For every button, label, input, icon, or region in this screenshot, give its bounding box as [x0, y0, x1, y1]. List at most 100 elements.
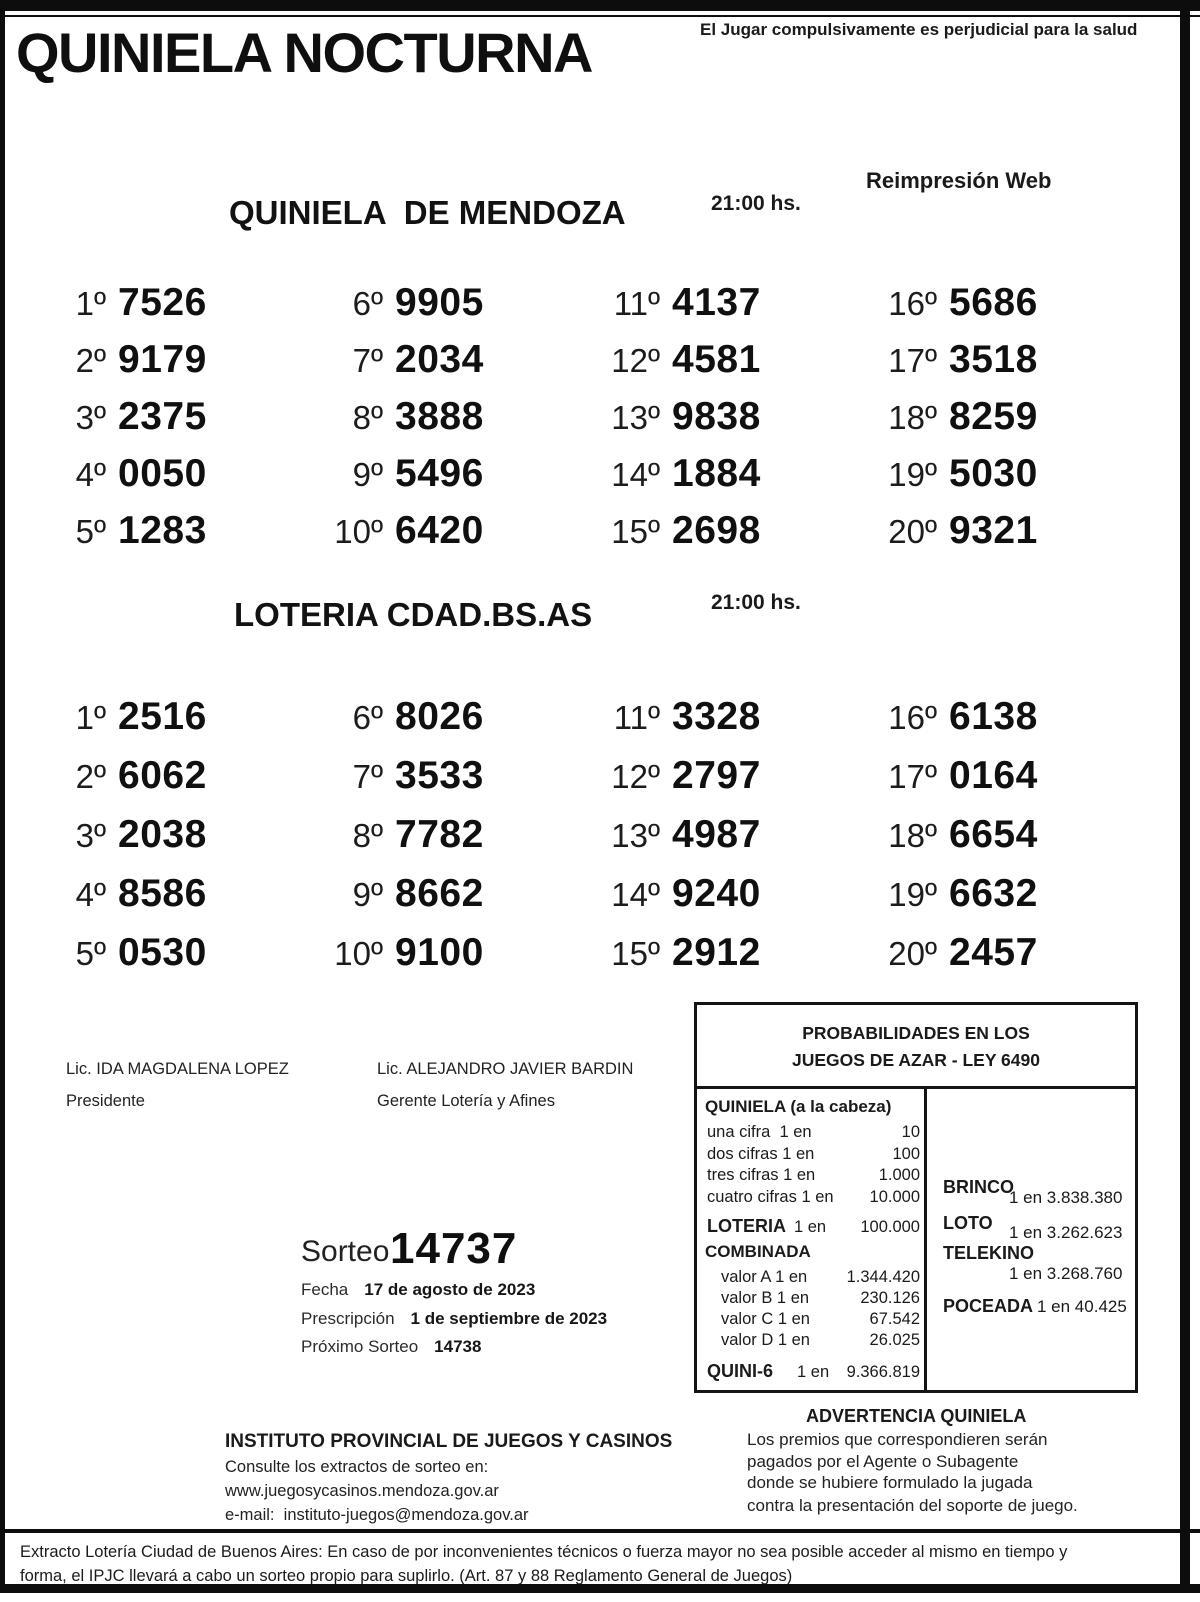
instituto-website: www.juegosycasinos.mendoza.gov.ar [225, 1482, 499, 1500]
probabilities-box: PROBABILIDADES EN LOS JUEGOS DE AZAR - L… [694, 1002, 1138, 1393]
result-cell: 7º 2034 [323, 338, 600, 395]
loteria-odds-mid: 1 en [794, 1218, 827, 1236]
game-odds: 1 en 3.838.380 [1009, 1188, 1123, 1207]
result-position: 11º [613, 699, 660, 736]
result-number: 5030 [949, 452, 1038, 495]
result-position: 18º [888, 817, 937, 854]
result-cell: 8º 3888 [323, 395, 600, 452]
result-position: 13º [611, 817, 660, 854]
result-number: 8026 [395, 695, 484, 738]
result-position: 16º [888, 699, 937, 736]
result-position: 2º [75, 342, 106, 379]
result-position: 18º [888, 399, 937, 436]
result-number: 7526 [118, 281, 207, 324]
result-position: 8º [352, 817, 383, 854]
result-number: 6632 [949, 872, 1038, 915]
mendoza-results-grid: 1º 7526 2º 9179 3º 2375 4º 0050 5º 1283 6º 990… [46, 281, 1154, 566]
result-position: 5º [75, 513, 106, 550]
prescripcion-label: Prescripción [301, 1309, 395, 1328]
official-name: Lic. IDA MAGDALENA LOPEZ [66, 1060, 289, 1078]
footer-extract-line1: Extracto Lotería Ciudad de Buenos Aires:… [20, 1543, 1068, 1561]
result-cell: 2º 6062 [46, 754, 323, 813]
fecha-value: 17 de agosto de 2023 [364, 1280, 536, 1299]
quini6-odds-value: 9.366.819 [846, 1363, 920, 1381]
result-cell: 9º 8662 [323, 872, 600, 931]
game-name: LOTO [943, 1213, 993, 1233]
game-odds: 1 en 40.425 [1037, 1297, 1127, 1316]
result-cell: 18º 8259 [877, 395, 1154, 452]
result-cell: 14º 9240 [600, 872, 877, 931]
quiniela-odds-header: QUINIELA (a la cabeza) [705, 1097, 892, 1116]
result-number: 0530 [118, 931, 207, 974]
odds-label: tres cifras 1 en [707, 1166, 816, 1184]
result-cell: 20º 2457 [877, 931, 1154, 990]
bottom-border-bar [0, 1584, 1200, 1593]
draw-label: Sorteo [301, 1235, 390, 1268]
game-odds: 1 en 3.268.760 [1009, 1264, 1123, 1283]
odds-label: valor A 1 en [721, 1268, 808, 1286]
result-position: 4º [75, 456, 106, 493]
combinada-odds-header: COMBINADA [705, 1242, 811, 1261]
result-cell: 6º 8026 [323, 695, 600, 754]
odds-value: 10.000 [869, 1188, 920, 1206]
result-number: 3888 [395, 395, 484, 438]
result-position: 19º [888, 876, 937, 913]
footer-divider-rule [0, 1529, 1200, 1533]
result-cell: 4º 8586 [46, 872, 323, 931]
result-number: 2038 [118, 813, 207, 856]
proximo-sorteo-label: Próximo Sorteo [301, 1337, 419, 1356]
result-position: 9º [352, 456, 383, 493]
loteria-odds-value: 100.000 [860, 1218, 920, 1236]
result-cell: 2º 9179 [46, 338, 323, 395]
result-position: 11º [613, 285, 660, 322]
result-position: 16º [888, 285, 937, 322]
result-number: 3533 [395, 754, 484, 797]
result-number: 2375 [118, 395, 207, 438]
result-position: 14º [611, 876, 660, 913]
result-position: 3º [75, 399, 106, 436]
advertencia-line: Los premios que correspondieren serán [747, 1430, 1048, 1449]
probabilities-title-line2: JUEGOS DE AZAR - LEY 6490 [792, 1050, 1040, 1070]
game-name: BRINCO [943, 1177, 1014, 1197]
result-number: 7782 [395, 813, 484, 856]
result-number: 6138 [949, 695, 1038, 738]
result-position: 15º [611, 935, 660, 972]
result-position: 5º [75, 935, 106, 972]
result-position: 13º [611, 399, 660, 436]
odds-value: 67.542 [869, 1310, 920, 1328]
health-warning-text: El Jugar compulsivamente es perjudicial … [700, 20, 1138, 39]
result-cell: 16º 5686 [877, 281, 1154, 338]
result-position: 2º [75, 758, 106, 795]
result-number: 3328 [672, 695, 761, 738]
bsas-results-grid: 1º 2516 2º 6062 3º 2038 4º 8586 5º 0530 6º 802… [46, 695, 1154, 990]
quini6-odds-name: QUINI-6 [707, 1361, 774, 1381]
left-border [0, 0, 5, 1593]
result-number: 9321 [949, 509, 1038, 552]
footer-extract-line2: forma, el IPJC llevará a cabo un sorteo … [20, 1567, 793, 1585]
result-cell: 6º 9905 [323, 281, 600, 338]
odds-label: valor C 1 en [721, 1310, 810, 1328]
result-cell: 17º 3518 [877, 338, 1154, 395]
official-role: Presidente [66, 1092, 145, 1110]
top-thin-rule [0, 15, 1200, 17]
result-cell: 12º 2797 [600, 754, 877, 813]
result-position: 14º [611, 456, 660, 493]
odds-label: cuatro cifras 1 en [707, 1188, 834, 1206]
odds-value: 1.344.420 [846, 1268, 920, 1286]
official-name: Lic. ALEJANDRO JAVIER BARDIN [377, 1060, 634, 1078]
result-number: 9240 [672, 872, 761, 915]
result-position: 4º [75, 876, 106, 913]
mendoza-draw-time: 21:00 hs. [711, 192, 801, 215]
result-cell: 11º 4137 [600, 281, 877, 338]
game-name: POCEADA [943, 1296, 1034, 1316]
result-cell: 19º 5030 [877, 452, 1154, 509]
result-position: 3º [75, 817, 106, 854]
prescripcion-value: 1 de septiembre de 2023 [410, 1309, 608, 1328]
result-cell: 20º 9321 [877, 509, 1154, 566]
page-title: QUINIELA NOCTURNA [16, 21, 593, 84]
quini6-odds-mid: 1 en [797, 1363, 830, 1381]
result-position: 12º [611, 758, 660, 795]
fecha-label: Fecha [301, 1280, 349, 1299]
right-border [1180, 0, 1190, 1593]
